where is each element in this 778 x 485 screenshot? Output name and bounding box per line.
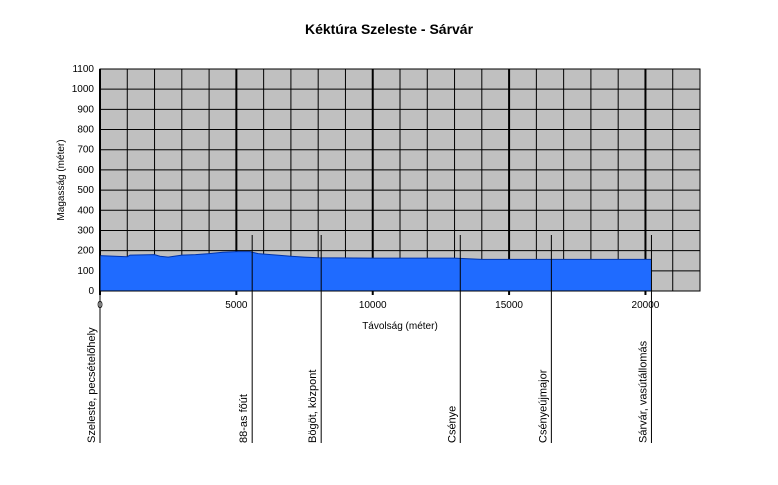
elevation-line	[99, 251, 652, 260]
landmark-label: Bögöt, központ	[307, 370, 319, 443]
y-tick-label: 1100	[72, 64, 94, 75]
y-tick-label: 200	[77, 246, 94, 257]
landmark-label: Csénye	[446, 406, 458, 443]
y-tick-label: 1000	[72, 84, 95, 95]
elevation-area	[100, 251, 652, 291]
y-tick-label: 300	[77, 225, 94, 236]
chart-title: Kéktúra Szeleste - Sárvár	[305, 21, 474, 37]
x-tick-label: 20000	[632, 300, 660, 311]
x-tick-label: 15000	[495, 300, 523, 311]
x-tick-label: 10000	[359, 300, 387, 311]
landmark-label: Sárvár, vasútállomás	[637, 340, 649, 443]
y-tick-label: 700	[77, 145, 94, 156]
landmark-label: Szeleste, pecsételőhely	[86, 327, 98, 443]
y-tick-label: 400	[77, 205, 94, 216]
y-tick-label: 500	[77, 185, 94, 196]
y-tick-label: 800	[77, 125, 94, 136]
y-tick-label: 100	[77, 266, 94, 277]
y-axis-title: Magasság (méter)	[56, 139, 67, 220]
y-tick-label: 900	[77, 104, 94, 115]
landmark-label: 88-as főút	[238, 394, 250, 443]
x-axis-title: Távolság (méter)	[362, 321, 438, 332]
x-tick-label: 5000	[225, 300, 248, 311]
y-tick-label: 0	[88, 286, 94, 297]
landmark-label: Csényeújmajor	[537, 369, 549, 443]
y-tick-label: 600	[77, 165, 94, 176]
